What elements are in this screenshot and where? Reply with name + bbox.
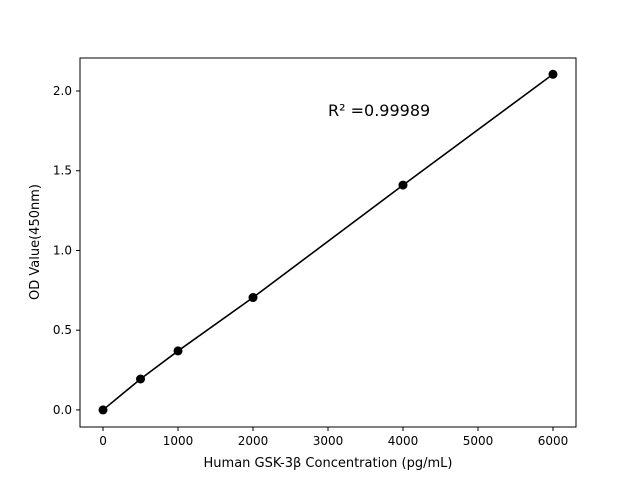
y-tick-label: 1.0 bbox=[53, 243, 72, 257]
y-tick-label: 1.5 bbox=[53, 164, 72, 178]
x-tick-label: 5000 bbox=[463, 434, 494, 448]
series-line bbox=[102, 73, 554, 411]
x-axis-label: Human GSK-3β Concentration (pg/mL) bbox=[204, 456, 453, 471]
y-tick-label: 0.5 bbox=[53, 323, 72, 337]
x-axis: 0 1000 2000 3000 4000 5000 6000 bbox=[99, 427, 568, 448]
x-tick-label: 0 bbox=[99, 434, 107, 448]
y-tick-label: 2.0 bbox=[53, 84, 72, 98]
y-axis-label: OD Value(450nm) bbox=[28, 184, 43, 300]
data-point bbox=[248, 293, 258, 303]
data-point bbox=[398, 180, 408, 190]
x-tick-label: 1000 bbox=[163, 434, 194, 448]
series bbox=[98, 69, 558, 415]
y-axis: 0.0 0.5 1.0 1.5 2.0 bbox=[53, 84, 80, 417]
data-point bbox=[548, 69, 558, 79]
x-tick-label: 2000 bbox=[238, 434, 269, 448]
r-squared-annotation: R² =0.99989 bbox=[328, 101, 430, 120]
x-tick-label: 3000 bbox=[313, 434, 344, 448]
x-tick-label: 6000 bbox=[538, 434, 569, 448]
data-point bbox=[173, 346, 183, 356]
x-tick-label: 4000 bbox=[388, 434, 419, 448]
data-point bbox=[136, 374, 146, 384]
y-tick-label: 0.0 bbox=[53, 403, 72, 417]
data-point bbox=[98, 405, 108, 415]
